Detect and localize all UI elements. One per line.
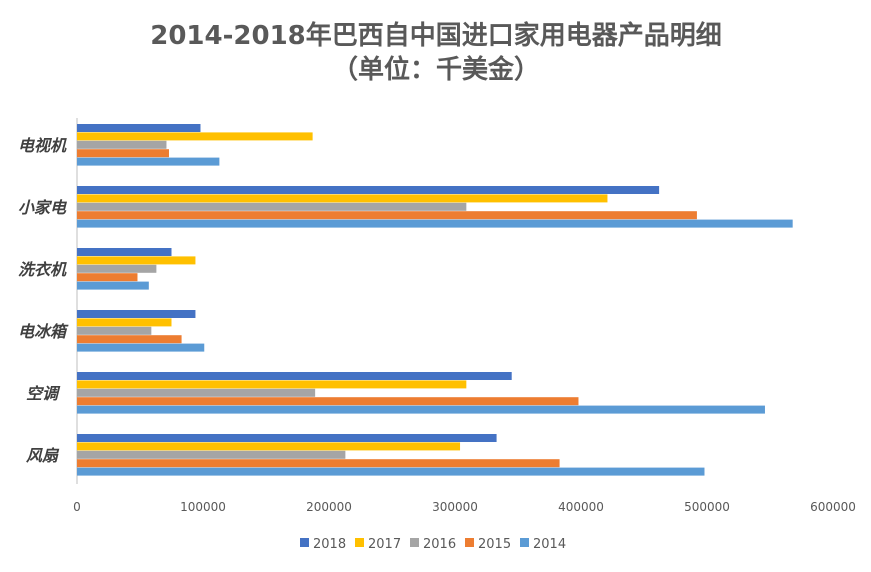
bar-2018-2	[77, 248, 172, 256]
bar-2017-2	[77, 256, 196, 265]
legend-label: 2016	[423, 537, 456, 552]
x-tick-label: 200000	[306, 500, 352, 514]
legend-label: 2015	[478, 537, 511, 552]
legend-swatch	[410, 538, 419, 547]
chart-subtitle: （单位：千美金）	[332, 54, 540, 85]
bar-2018-0	[77, 124, 201, 132]
bar-2016-0	[77, 140, 167, 149]
bar-2016-2	[77, 264, 157, 273]
bar-2014-3	[77, 343, 205, 352]
y-tick-label: 电冰箱	[18, 322, 69, 341]
bar-2016-1	[77, 202, 467, 211]
bar-2014-1	[77, 219, 793, 228]
legend-swatch	[300, 538, 309, 547]
legend-item-2014: 2014	[520, 537, 566, 552]
bar-2015-2	[77, 273, 138, 282]
bar-2015-0	[77, 149, 169, 158]
bar-2014-5	[77, 467, 705, 476]
bar-2015-5	[77, 459, 560, 468]
bar-2014-0	[77, 157, 220, 166]
bar-2016-3	[77, 326, 152, 335]
x-tick-label: 400000	[558, 500, 604, 514]
legend-item-2017: 2017	[355, 537, 401, 552]
legend-label: 2017	[368, 537, 401, 552]
y-tick-label: 风扇	[26, 446, 60, 465]
y-tick-label: 洗衣机	[18, 260, 67, 279]
bar-2018-1	[77, 186, 660, 194]
x-tick-label: 300000	[432, 500, 478, 514]
legend-swatch	[465, 538, 474, 547]
bar-2017-1	[77, 194, 608, 203]
bar-2016-4	[77, 388, 316, 397]
bar-2015-3	[77, 335, 182, 344]
legend-swatch	[355, 538, 364, 547]
bar-2016-5	[77, 450, 346, 459]
legend-label: 2018	[313, 537, 346, 552]
bar-2017-5	[77, 442, 461, 451]
bar-2015-1	[77, 211, 697, 220]
bar-2015-4	[77, 397, 579, 406]
bar-2017-3	[77, 318, 172, 327]
x-tick-label: 600000	[810, 500, 856, 514]
legend-swatch	[520, 538, 529, 547]
x-tick-label: 500000	[684, 500, 730, 514]
legend-item-2018: 2018	[300, 537, 346, 552]
bar-2014-4	[77, 405, 765, 414]
chart-title: 2014-2018年巴西自中国进口家用电器产品明细	[150, 20, 722, 51]
y-tick-label: 空调	[26, 384, 61, 403]
x-tick-label: 0	[73, 500, 81, 514]
legend-label: 2014	[533, 537, 566, 552]
bar-2017-0	[77, 132, 313, 141]
bar-2014-2	[77, 281, 149, 290]
x-tick-label: 100000	[180, 500, 226, 514]
legend-item-2015: 2015	[465, 537, 511, 552]
bar-2018-5	[77, 434, 497, 442]
y-tick-label: 小家电	[18, 198, 68, 217]
y-tick-label: 电视机	[18, 136, 67, 155]
legend-item-2016: 2016	[410, 537, 456, 552]
bar-2017-4	[77, 380, 467, 389]
bar-2018-4	[77, 372, 512, 380]
bar-2018-3	[77, 310, 196, 318]
